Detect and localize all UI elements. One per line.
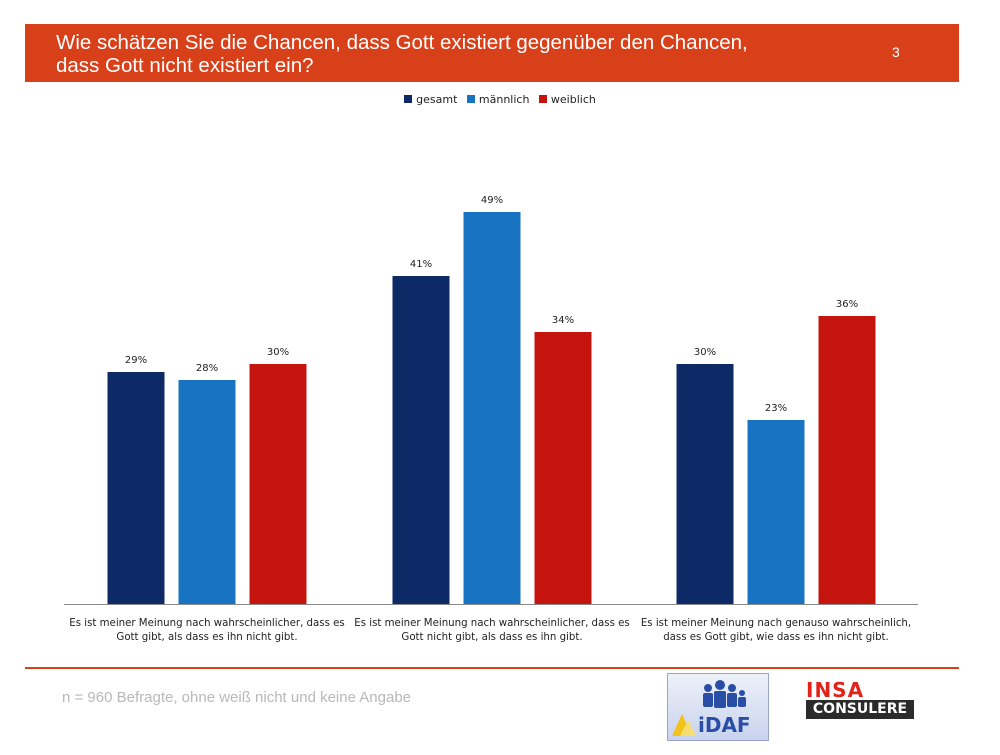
slide-title: Wie schätzen Sie die Chancen, dass Gott …: [56, 31, 748, 77]
category-label-3-line-1: Es ist meiner Meinung nach genauso wahrs…: [641, 618, 911, 629]
legend-item-weiblich: weiblich: [538, 93, 596, 106]
chart-legend: gesamt männlich weiblich: [0, 93, 1000, 106]
legend-swatch-gesamt: [404, 95, 413, 103]
category-label-1-line-1: Es ist meiner Meinung nach wahrscheinlic…: [69, 618, 344, 629]
footer-divider: [25, 667, 959, 669]
idaf-logo-graphic: iDAF: [672, 680, 751, 737]
bar-weiblich-3: [818, 316, 876, 604]
bar-gesamt-1: [107, 372, 165, 604]
bar-weiblich-1: [249, 364, 307, 604]
legend-item-gesamt: gesamt: [404, 93, 457, 106]
insa-consulere-logo: INSA CONSULERE: [806, 678, 916, 720]
bar-weiblich-2: [534, 332, 592, 604]
legend-swatch-maennlich: [466, 95, 475, 103]
bar-chart: 29% 28% 30% Es ist meiner Meinung nach wahr…: [64, 195, 918, 643]
data-label-weiblich-3: 36%: [836, 299, 858, 310]
data-label-gesamt-3: 30%: [694, 347, 716, 358]
page-number: 3: [892, 44, 900, 60]
data-label-gesamt-1: 29%: [125, 355, 147, 366]
bar-mannlich-1: [178, 380, 236, 604]
category-label-2-line-1: Es ist meiner Meinung nach wahrscheinlic…: [354, 618, 629, 629]
header-bar: Wie schätzen Sie die Chancen, dass Gott …: [25, 24, 959, 82]
category-label-1-line-2: Gott gibt, als dass es ihn nicht gibt.: [116, 632, 297, 643]
data-label-mannlich-3: 23%: [765, 403, 787, 414]
data-label-gesamt-2: 41%: [410, 259, 432, 270]
footnote: n = 960 Befragte, ohne weiß nicht und ke…: [62, 689, 412, 706]
data-label-mannlich-1: 28%: [196, 363, 218, 374]
bar-gesamt-3: [676, 364, 734, 604]
category-label-3-line-2: dass es Gott gibt, wie dass es ihn nicht…: [663, 632, 889, 643]
insa-logo-text: INSA: [806, 678, 865, 702]
legend-label-gesamt: gesamt: [416, 93, 458, 106]
bar-mannlich-3: [747, 420, 805, 604]
idaf-logo-text: iDAF: [698, 713, 751, 737]
category-label-2-line-2: Gott nicht gibt, als dass es ihn gibt.: [401, 632, 582, 643]
bar-gesamt-2: [392, 276, 450, 604]
data-label-weiblich-2: 34%: [552, 315, 574, 326]
legend-item-maennlich: männlich: [466, 93, 530, 106]
legend-label-weiblich: weiblich: [550, 93, 596, 106]
data-label-mannlich-2: 49%: [481, 195, 503, 206]
idaf-logo: iDAF: [667, 673, 769, 741]
bar-mannlich-2: [463, 212, 521, 604]
consulere-logo-text: CONSULERE: [806, 700, 914, 719]
legend-swatch-weiblich: [538, 95, 547, 103]
data-label-weiblich-1: 30%: [267, 347, 289, 358]
legend-label-maennlich: männlich: [478, 93, 530, 106]
